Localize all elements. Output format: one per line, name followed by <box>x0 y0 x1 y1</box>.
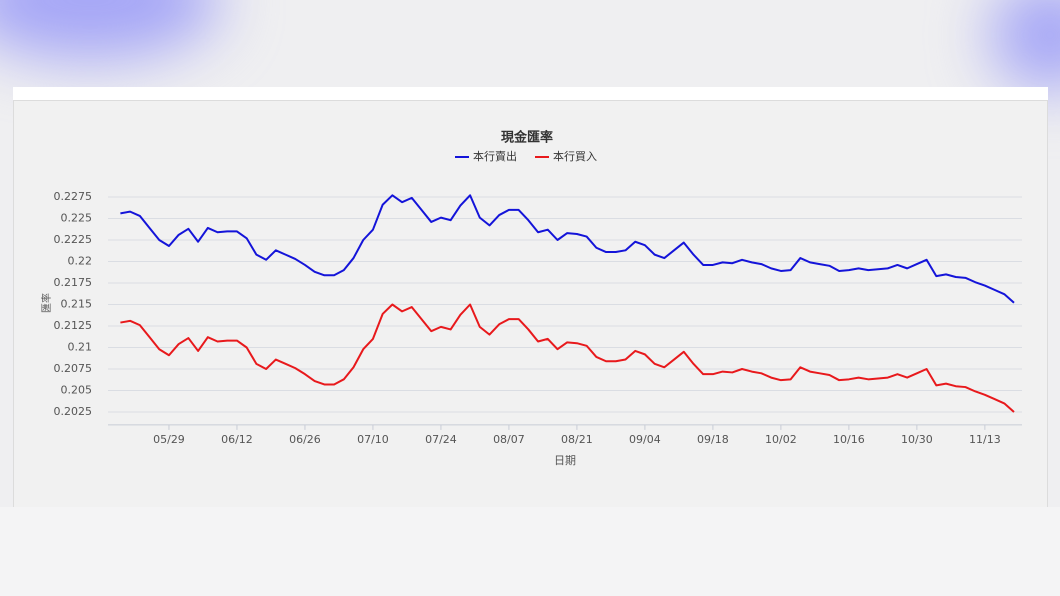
y-tick-label: 0.2025 <box>54 405 93 418</box>
x-tick-label: 09/18 <box>697 433 729 446</box>
panel-header <box>13 87 1048 101</box>
x-tick-label: 06/26 <box>289 433 321 446</box>
x-tick-label: 09/04 <box>629 433 661 446</box>
y-tick-label: 0.215 <box>61 298 93 311</box>
x-tick-label: 10/16 <box>833 433 865 446</box>
x-tick-label: 07/24 <box>425 433 457 446</box>
series-line <box>120 194 1015 304</box>
legend-label: 本行賣出 <box>473 149 517 163</box>
y-axis-label: 匯率 <box>40 293 53 313</box>
footer-area <box>0 507 1060 596</box>
y-tick-label: 0.2125 <box>54 319 93 332</box>
x-tick-label: 08/21 <box>561 433 593 446</box>
x-tick-label: 06/12 <box>221 433 253 446</box>
legend-label: 本行買入 <box>553 149 597 163</box>
y-tick-label: 0.2175 <box>54 276 93 289</box>
chart-title: 現金匯率 <box>501 130 553 146</box>
y-tick-label: 0.2225 <box>54 233 93 246</box>
y-tick-label: 0.2075 <box>54 362 93 375</box>
y-tick-label: 0.22 <box>68 255 93 268</box>
y-tick-label: 0.2275 <box>54 190 93 203</box>
series-line <box>120 303 1015 413</box>
x-tick-label: 07/10 <box>357 433 389 446</box>
x-tick-label: 10/02 <box>765 433 797 446</box>
y-tick-label: 0.205 <box>61 384 93 397</box>
x-tick-label: 10/30 <box>901 433 933 446</box>
x-tick-label: 11/13 <box>969 433 1001 446</box>
x-tick-label: 08/07 <box>493 433 525 446</box>
y-tick-label: 0.225 <box>61 212 93 225</box>
x-axis-label: 日期 <box>554 454 576 467</box>
y-tick-label: 0.21 <box>68 341 93 354</box>
x-tick-label: 05/29 <box>153 433 185 446</box>
